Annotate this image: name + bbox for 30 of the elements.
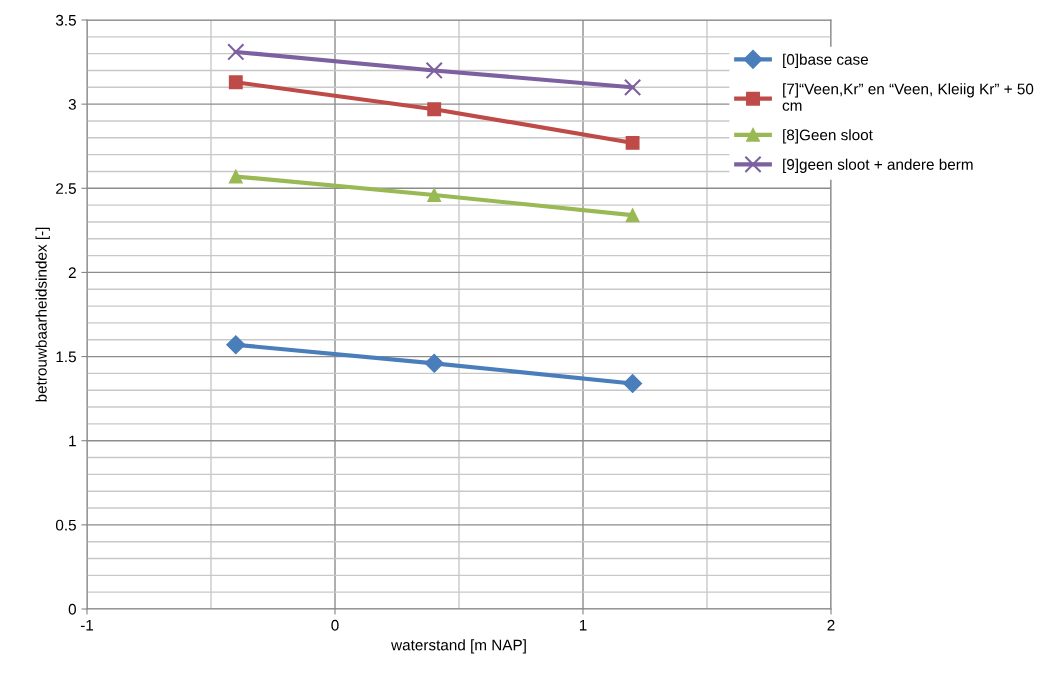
- point: [427, 188, 442, 202]
- point: [625, 208, 640, 223]
- y-tick-label: 0: [68, 603, 76, 615]
- point: [424, 353, 444, 373]
- x-tick-label: 0: [331, 619, 339, 631]
- point: [623, 78, 642, 96]
- legend-label: [7]“Veen,Kr” en “Veen, Kleiig Kr” + 50 cm: [782, 83, 1034, 111]
- point: [228, 169, 243, 184]
- legend-label: [9]geen sloot + andere berm: [783, 158, 973, 173]
- x-tick-label: 2: [827, 619, 835, 631]
- legend-label: [8]Geen sloot: [783, 129, 873, 144]
- y-tick-label: 2: [68, 267, 76, 278]
- point: [623, 373, 643, 394]
- y-tick-label: 3.5: [55, 14, 76, 26]
- point: [625, 135, 640, 150]
- point: [427, 102, 442, 117]
- y-tick-label: 2.5: [56, 183, 76, 194]
- x-tick-label: -1: [80, 619, 94, 631]
- point: [425, 61, 443, 80]
- y-tick-label: 1.5: [56, 351, 76, 363]
- y-axis-title: betrouwbaarheidsindex [-]: [35, 227, 50, 402]
- x-axis-title: waterstand [m NAP]: [391, 639, 526, 654]
- y-tick-label: 0.5: [55, 519, 76, 531]
- point: [226, 335, 246, 355]
- point: [228, 75, 243, 90]
- x-tick-label: 1: [579, 619, 587, 631]
- y-tick-label: 3: [68, 99, 76, 110]
- y-tick-label: 1: [69, 435, 76, 447]
- point: [227, 43, 245, 61]
- legend-label: [0]base case: [783, 53, 868, 68]
